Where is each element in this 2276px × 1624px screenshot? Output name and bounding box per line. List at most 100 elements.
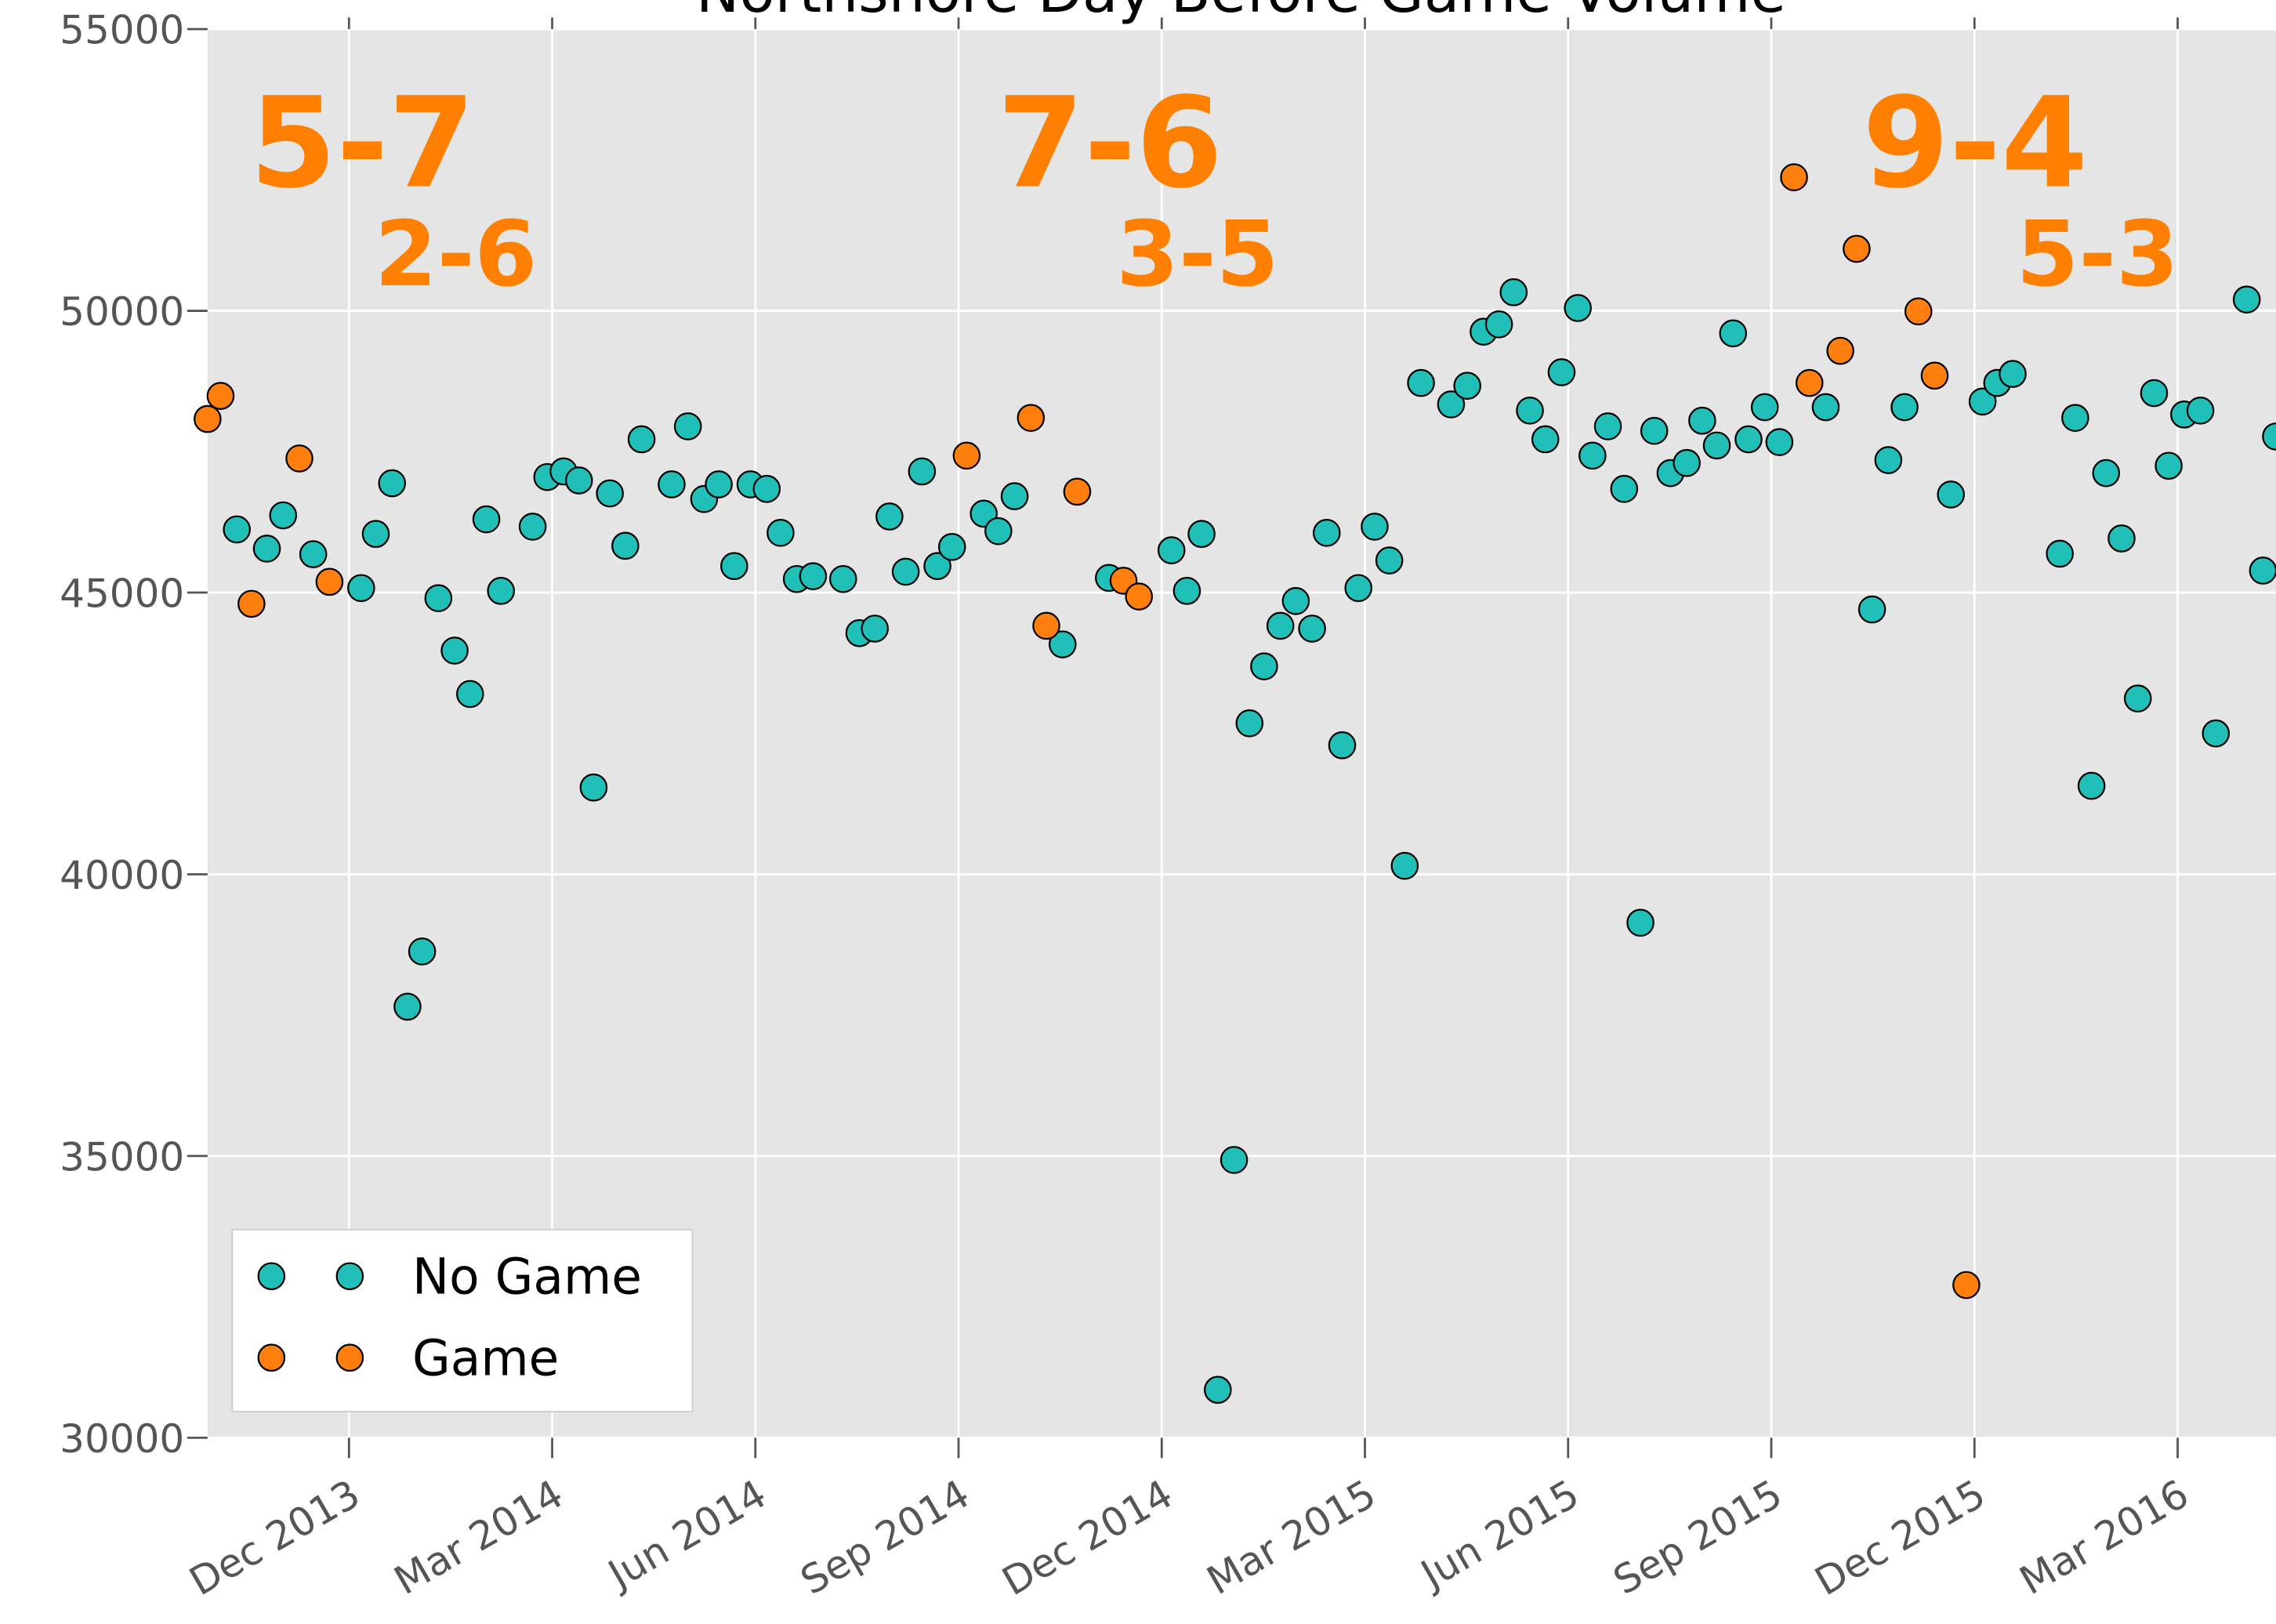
x-tick-label: Jun 2015 — [1412, 1471, 1586, 1599]
x-tick-label: Dec 2015 — [1807, 1471, 1993, 1605]
point — [1811, 393, 1840, 422]
point — [1795, 368, 1824, 397]
point — [2123, 684, 2152, 712]
point — [828, 564, 857, 593]
point — [315, 567, 344, 596]
point — [1843, 234, 1871, 263]
point — [2092, 459, 2121, 488]
point — [1968, 387, 1997, 416]
point — [596, 479, 624, 508]
legend-marker — [257, 1343, 286, 1372]
point — [1017, 404, 1046, 432]
point — [424, 584, 453, 613]
point — [1531, 425, 1560, 454]
point — [1172, 577, 1201, 605]
point — [923, 552, 951, 581]
point — [1890, 393, 1919, 422]
x-tick-label: Mar 2014 — [386, 1471, 571, 1604]
point — [252, 535, 281, 563]
point — [2077, 771, 2106, 800]
point — [1626, 908, 1654, 937]
point — [861, 614, 889, 643]
point — [472, 505, 501, 534]
point — [952, 441, 981, 470]
point — [299, 540, 328, 568]
point — [1484, 310, 1513, 339]
point — [223, 515, 251, 544]
point — [1328, 731, 1357, 759]
point — [1250, 652, 1278, 681]
x-tick-label: Dec 2013 — [182, 1471, 368, 1605]
point — [361, 520, 390, 549]
point — [440, 636, 469, 665]
x-tick-label: Jun 2014 — [599, 1471, 774, 1599]
legend-label: No Game — [412, 1247, 642, 1305]
point — [579, 773, 608, 802]
annotation: 5-3 — [2016, 202, 2178, 307]
x-tick-label: Mar 2016 — [2012, 1471, 2196, 1604]
point — [1719, 319, 1748, 348]
point — [611, 531, 640, 560]
point — [767, 518, 795, 547]
point — [1437, 390, 1466, 419]
point — [2186, 396, 2215, 425]
point — [720, 552, 748, 581]
point — [2202, 719, 2231, 748]
y-tick-label: 45000 — [60, 571, 184, 617]
point — [1857, 595, 1886, 624]
point — [1826, 336, 1854, 365]
x-tick-label: Sep 2015 — [1606, 1471, 1789, 1604]
point — [1266, 611, 1295, 640]
point — [518, 513, 547, 541]
point — [456, 680, 484, 709]
point — [1640, 416, 1669, 445]
point — [347, 574, 375, 603]
point — [1344, 574, 1373, 603]
point — [1702, 431, 1731, 460]
point — [1999, 360, 2027, 388]
point — [1874, 446, 1903, 474]
point — [1610, 474, 1639, 503]
legend-box — [231, 1228, 694, 1412]
point — [1780, 163, 1808, 192]
point — [2232, 285, 2261, 314]
point — [2107, 524, 2136, 553]
point — [1547, 358, 1576, 386]
x-tick-label: Mar 2015 — [1199, 1471, 1383, 1604]
legend-label: Game — [412, 1329, 559, 1387]
point — [2061, 404, 2089, 432]
point — [2249, 556, 2276, 585]
marks — [194, 163, 2276, 1405]
point — [1220, 1146, 1249, 1174]
point — [393, 992, 422, 1021]
point — [269, 501, 298, 530]
point — [2262, 422, 2276, 451]
point — [2155, 451, 2183, 480]
point — [937, 532, 966, 561]
point — [1187, 520, 1216, 549]
point — [378, 469, 407, 498]
point — [1673, 448, 1701, 477]
point — [1564, 294, 1592, 322]
point — [1157, 536, 1186, 564]
annotation: 2-6 — [375, 202, 537, 307]
point — [1390, 851, 1419, 880]
point — [1032, 611, 1060, 640]
point — [1952, 1271, 1981, 1300]
point — [984, 517, 1013, 546]
point — [408, 937, 437, 966]
point — [1578, 441, 1607, 470]
point — [285, 444, 313, 473]
point — [237, 589, 266, 618]
y-tick-label: 50000 — [60, 289, 184, 335]
legend-marker — [257, 1262, 286, 1291]
point — [1313, 518, 1341, 547]
point — [875, 502, 904, 531]
point — [1063, 477, 1092, 506]
point — [891, 557, 920, 586]
legend-marker — [335, 1262, 364, 1291]
y-tick-label: 30000 — [60, 1416, 184, 1462]
point — [1453, 372, 1481, 401]
point — [487, 577, 515, 605]
point — [1920, 361, 1949, 390]
